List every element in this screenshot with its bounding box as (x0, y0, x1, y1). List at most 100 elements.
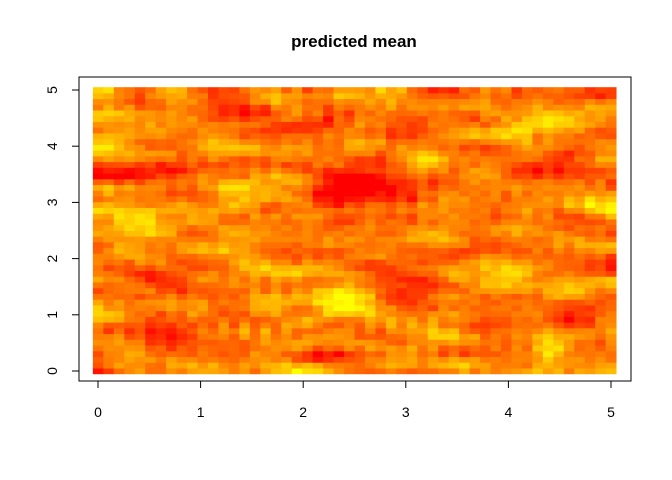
heatmap-cell (480, 310, 491, 317)
heatmap-cell (124, 270, 136, 277)
heatmap-cell (323, 368, 334, 375)
heatmap-cell (281, 121, 293, 128)
heatmap-cell (323, 236, 334, 243)
heatmap-cell (270, 230, 282, 237)
heatmap-cell (134, 133, 146, 140)
heatmap-cell (448, 293, 460, 300)
heatmap-cell (438, 287, 450, 294)
heatmap-cell (490, 87, 502, 94)
heatmap-cell (542, 350, 554, 358)
heatmap-cell (207, 356, 219, 363)
heatmap-cell (124, 224, 136, 231)
heatmap-cell (249, 121, 261, 128)
heatmap-cell (197, 219, 209, 226)
heatmap-cell (354, 368, 366, 375)
heatmap-cell (155, 224, 167, 231)
heatmap-cell (103, 316, 115, 323)
heatmap-cell (166, 155, 177, 163)
heatmap-cell (542, 92, 554, 100)
heatmap-cell (605, 190, 617, 197)
heatmap-cell (113, 184, 125, 191)
heatmap-cell (260, 264, 272, 272)
heatmap-cell (344, 155, 355, 163)
heatmap-cell (218, 305, 230, 312)
heatmap-cell (333, 345, 345, 352)
heatmap-cell (270, 322, 282, 329)
heatmap-cell (480, 350, 491, 358)
heatmap-cell (469, 173, 481, 180)
heatmap-cell (344, 299, 355, 306)
heatmap-cell (480, 121, 491, 128)
heatmap-cell (417, 104, 429, 111)
heatmap-cell (134, 293, 146, 300)
heatmap-cell (595, 293, 607, 300)
heatmap-cell (532, 104, 544, 111)
heatmap-cell (427, 322, 439, 329)
heatmap-cell (511, 259, 523, 266)
heatmap-cell (239, 236, 251, 243)
heatmap-cell (406, 127, 418, 134)
heatmap-cell (448, 241, 460, 249)
heatmap-cell (532, 161, 544, 168)
heatmap-cell (113, 253, 125, 260)
heatmap-cell (145, 299, 157, 306)
heatmap-cell (605, 161, 617, 168)
heatmap-cell (228, 345, 240, 352)
heatmap-cell (427, 276, 439, 283)
heatmap-cell (103, 150, 115, 157)
heatmap-cell (103, 310, 115, 317)
heatmap-cell (92, 362, 104, 369)
heatmap-cell (249, 287, 261, 294)
heatmap-cell (312, 276, 324, 283)
heatmap-cell (427, 247, 439, 254)
heatmap-cell (145, 167, 157, 174)
heatmap-cell (490, 368, 502, 375)
heatmap-cell (459, 178, 471, 186)
heatmap-cell (490, 150, 502, 157)
heatmap-cell (427, 299, 439, 306)
heatmap-cell (312, 322, 324, 329)
heatmap-cell (281, 356, 293, 363)
heatmap-cell (103, 356, 115, 363)
heatmap-cell (438, 201, 450, 208)
heatmap-cell (270, 287, 282, 294)
heatmap-cell (281, 173, 293, 180)
heatmap-cell (197, 241, 209, 249)
heatmap-cell (145, 133, 157, 140)
heatmap-cell (260, 115, 272, 122)
heatmap-cell (542, 155, 554, 163)
heatmap-cell (344, 236, 355, 243)
heatmap-cell (364, 356, 376, 363)
heatmap-cell (501, 196, 512, 203)
heatmap-cell (281, 98, 293, 105)
heatmap-cell (187, 173, 198, 180)
heatmap-cell (291, 184, 303, 191)
heatmap-cell (344, 110, 355, 117)
heatmap-cell (323, 282, 334, 289)
heatmap-cell (364, 333, 376, 340)
heatmap-cell (427, 350, 439, 358)
heatmap-cell (249, 253, 261, 260)
heatmap-cell (553, 201, 565, 208)
heatmap-cell (511, 115, 523, 122)
heatmap-cell (605, 270, 617, 277)
heatmap-cell (134, 299, 146, 306)
heatmap-cell (448, 299, 460, 306)
heatmap-cell (459, 287, 471, 294)
heatmap-cell (406, 155, 418, 163)
heatmap-cell (459, 350, 471, 358)
heatmap-cell (260, 213, 272, 220)
heatmap-cell (511, 293, 523, 300)
heatmap-cell (113, 327, 125, 335)
heatmap-cell (197, 167, 209, 174)
heatmap-cell (490, 247, 502, 254)
heatmap-cell (228, 178, 240, 186)
heatmap-cell (103, 350, 115, 358)
heatmap-cell (354, 178, 366, 186)
heatmap-cell (511, 144, 523, 151)
heatmap-cell (563, 224, 575, 231)
heatmap-cell (145, 322, 157, 329)
heatmap-cell (584, 339, 596, 346)
heatmap-cell (260, 287, 272, 294)
heatmap-cell (291, 150, 303, 157)
